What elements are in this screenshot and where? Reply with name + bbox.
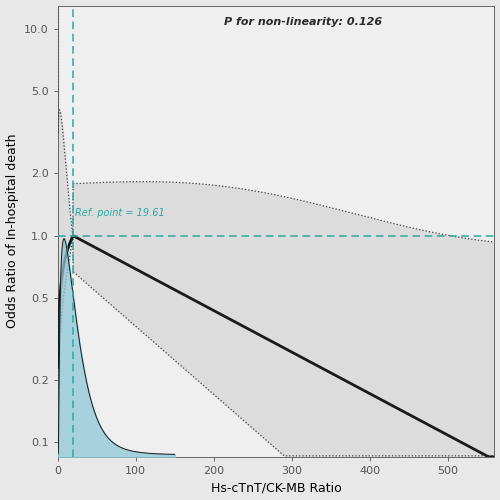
- Y-axis label: Odds Ratio of In-hospital death: Odds Ratio of In-hospital death: [6, 134, 18, 328]
- Text: P for non-linearity: 0.126: P for non-linearity: 0.126: [224, 17, 382, 27]
- Text: Ref. point = 19.61: Ref. point = 19.61: [74, 208, 164, 218]
- X-axis label: Hs-cTnT/CK-MB Ratio: Hs-cTnT/CK-MB Ratio: [210, 482, 342, 494]
